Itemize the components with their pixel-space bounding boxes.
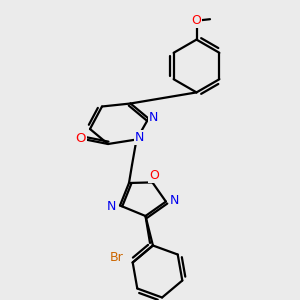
Text: N: N	[135, 130, 144, 144]
Text: Br: Br	[109, 250, 123, 264]
Text: O: O	[149, 169, 159, 182]
Text: O: O	[192, 14, 201, 27]
Text: N: N	[107, 200, 116, 214]
Text: N: N	[169, 194, 179, 207]
Text: O: O	[76, 132, 86, 146]
Text: N: N	[149, 111, 159, 124]
